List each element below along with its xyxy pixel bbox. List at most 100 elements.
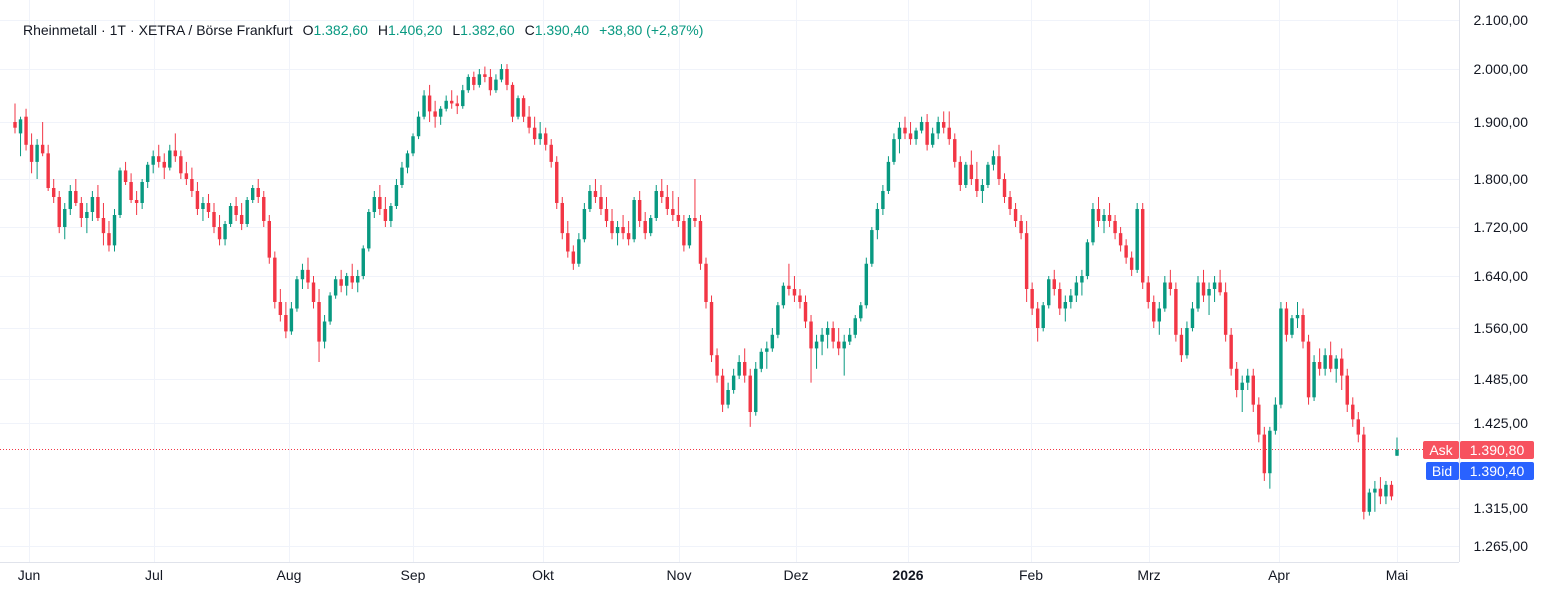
candle-body [344, 276, 349, 286]
bid-label: Bid [1432, 463, 1452, 479]
candle-down [1058, 282, 1062, 315]
candle-down [1301, 308, 1305, 349]
high-value: 1.406,20 [387, 22, 443, 38]
candle-layer [13, 64, 1399, 520]
candle-down [1223, 282, 1228, 342]
candle-body [637, 200, 642, 221]
candle-down [1345, 368, 1349, 412]
candle-up [68, 185, 72, 215]
candle-body [1273, 404, 1278, 431]
candle-down [953, 133, 957, 168]
candle-body [632, 200, 636, 240]
ask-tag-background [1423, 441, 1459, 459]
candle-down [1168, 269, 1173, 296]
candle-body [118, 170, 122, 215]
candle-body [90, 197, 95, 212]
candle-body [68, 191, 72, 209]
candle-down [74, 179, 78, 206]
candle-down [472, 71, 476, 91]
candle-down [179, 150, 183, 179]
candle-down [51, 179, 56, 203]
candle-up [1069, 289, 1073, 309]
candle-down [13, 103, 17, 134]
candle-up [145, 161, 150, 188]
candle-body [1008, 197, 1012, 209]
candle-body [29, 144, 34, 162]
candle-up [731, 368, 736, 394]
candle-up [63, 203, 67, 240]
candle-down [488, 69, 493, 96]
candle-up [1373, 480, 1377, 512]
candle-body [13, 122, 17, 128]
candle-body [919, 122, 924, 131]
candle-body [975, 179, 979, 191]
candle-down [997, 144, 1001, 185]
candle-down [317, 289, 321, 362]
candle-body [267, 221, 272, 258]
candle-body [958, 161, 963, 185]
candle-up [444, 95, 448, 112]
candle-up [90, 191, 95, 221]
candle-body [527, 116, 531, 128]
candle-down [1356, 412, 1361, 443]
candle-body [422, 95, 426, 117]
time-tick-label: Jul [145, 567, 163, 583]
candle-body [151, 156, 155, 165]
candle-body [295, 279, 299, 309]
price-tick-label: 1.265,00 [1474, 538, 1529, 554]
time-tick-label: Dez [784, 567, 809, 583]
candle-body [665, 197, 670, 209]
price-tick-label: 1.720,00 [1474, 219, 1529, 235]
candle-up [1279, 302, 1283, 409]
candle-body [322, 321, 327, 342]
candle-body [1107, 215, 1112, 221]
candle-up [588, 185, 592, 212]
interval-label[interactable]: 1T [109, 22, 126, 38]
candle-body [969, 164, 974, 179]
candle-body [234, 206, 238, 215]
candle-body [85, 212, 89, 218]
candle-body [643, 221, 647, 234]
candle-down [908, 122, 913, 145]
candle-body [256, 188, 260, 197]
time-tick-label: Apr [1268, 567, 1290, 583]
candle-body [145, 164, 150, 182]
candle-body [588, 191, 592, 209]
candle-up [875, 203, 880, 240]
candle-body [361, 248, 365, 276]
candle-down [1306, 334, 1311, 405]
candle-body [449, 100, 454, 104]
candle-down [29, 133, 34, 174]
candle-up [726, 382, 730, 409]
candle-down [278, 289, 283, 322]
candle-up [112, 209, 117, 252]
time-tick-label: Feb [1019, 567, 1043, 583]
candle-body [1074, 282, 1079, 296]
candle-body [101, 218, 106, 234]
candle-body [333, 279, 338, 296]
candle-body [488, 76, 493, 91]
candle-body [483, 74, 487, 77]
candle-body [499, 69, 504, 80]
candle-up [300, 263, 305, 289]
candle-body [1196, 282, 1200, 309]
candle-body [212, 212, 216, 227]
candle-body [455, 103, 459, 107]
low-value: 1.382,60 [460, 22, 515, 38]
candle-down [383, 197, 388, 227]
candle-body [1113, 221, 1117, 234]
candle-down [1124, 239, 1128, 264]
candle-body [1257, 404, 1261, 435]
symbol-name[interactable]: Rheinmetall [23, 22, 97, 38]
candle-body [1140, 209, 1145, 283]
candle-body [842, 341, 846, 349]
price-tick-label: 1.900,00 [1474, 114, 1529, 130]
candle-body [654, 191, 658, 218]
candle-body [1179, 334, 1184, 356]
candle-up [1157, 302, 1162, 335]
candle-body [864, 263, 869, 306]
candle-body [378, 197, 382, 209]
candle-body [1384, 484, 1388, 497]
